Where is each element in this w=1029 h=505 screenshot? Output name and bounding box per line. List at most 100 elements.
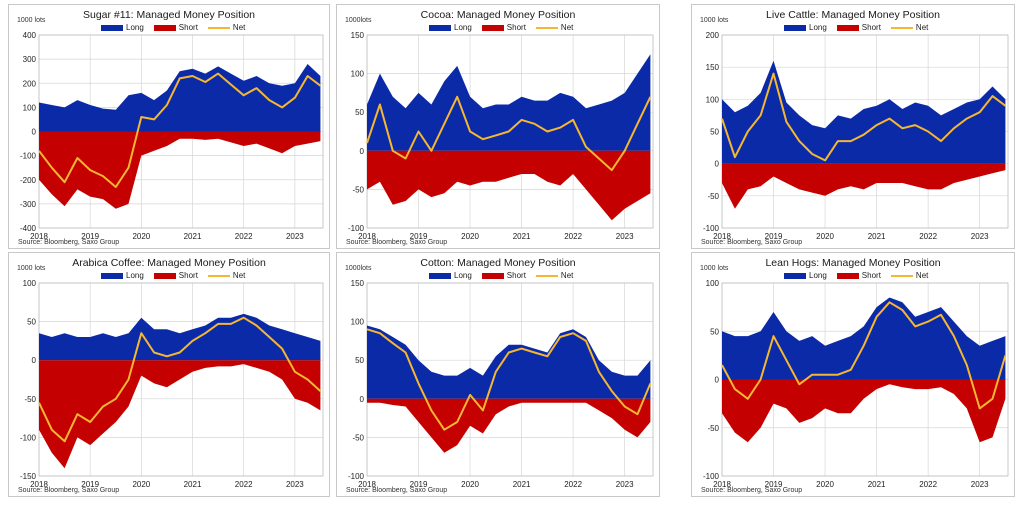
y-tick-label: -400 [20, 224, 37, 233]
y-tick-label: 150 [706, 63, 720, 72]
x-tick-label: 2019 [410, 232, 428, 241]
chart-panel-arabica-coffee: 100 50 0 -50 -100 -150 2018 2019 2020 2021 2022 202… [8, 252, 330, 497]
legend-short-swatch [153, 272, 176, 279]
chart-panel-lean-hogs: 100 50 0 -50 -100 2018 2019 2020 2021 2022 2023 Le… [691, 252, 1015, 497]
y-tick-label: -50 [707, 192, 719, 201]
legend-net-swatch [890, 274, 913, 277]
legend-short-swatch [836, 272, 859, 279]
legend-long-swatch [101, 24, 123, 31]
x-tick-label: 2021 [868, 232, 886, 241]
short-area [722, 163, 1006, 209]
source-note: Source: Bloomberg, Saxo Group [346, 239, 448, 246]
legend: Long Short Net [101, 271, 245, 280]
short-area [39, 131, 321, 209]
y-tick-label: -50 [352, 185, 364, 194]
x-tick-label: 2023 [971, 480, 989, 489]
legend-net-swatch [535, 274, 558, 277]
short-area [367, 398, 651, 453]
legend-long-label: Long [809, 271, 827, 280]
x-tick-label: 2021 [184, 232, 202, 241]
x-tick-label: 2019 [765, 232, 783, 241]
x-tick-label: 2021 [513, 480, 531, 489]
x-tick-label: 2022 [235, 480, 253, 489]
legend-long-label: Long [809, 23, 827, 32]
legend-net-swatch [535, 26, 558, 29]
unit-label: 1000 lots [17, 17, 46, 24]
y-tick-label: -300 [20, 200, 37, 209]
y-tick-label: 100 [351, 318, 365, 327]
x-tick-label: 2022 [564, 232, 582, 241]
y-tick-label: 0 [32, 356, 37, 365]
chart-title: Live Cattle: Managed Money Position [766, 9, 940, 21]
y-tick-label: -100 [20, 433, 37, 442]
y-tick-label: -50 [707, 424, 719, 433]
chart-title: Arabica Coffee: Managed Money Position [72, 257, 266, 269]
legend-short-label: Short [506, 271, 526, 280]
legend-short-label: Short [861, 23, 881, 32]
x-tick-label: 2023 [286, 480, 304, 489]
long-area [39, 64, 321, 132]
net-line [38, 316, 322, 443]
y-tick-label: 400 [23, 31, 37, 40]
y-tick-label: 0 [360, 147, 365, 156]
legend-short-label: Short [506, 23, 526, 32]
y-tick-label: 150 [351, 279, 365, 288]
net-line [721, 72, 1007, 162]
y-tick-label: 100 [706, 95, 720, 104]
y-tick-label: -100 [703, 224, 720, 233]
y-tick-label: 200 [706, 31, 720, 40]
y-tick-label: 50 [710, 128, 719, 137]
net-line [721, 301, 1007, 410]
x-tick-label: 2021 [513, 232, 531, 241]
legend-long-swatch [429, 24, 451, 31]
source-note: Source: Bloomberg, Saxo Group [701, 239, 803, 246]
x-tick-label: 2020 [816, 232, 834, 241]
legend-net-swatch [207, 26, 230, 29]
source-note: Source: Bloomberg, Saxo Group [701, 487, 803, 494]
unit-label: 1000 lots [700, 265, 729, 272]
legend-long-swatch [784, 272, 806, 279]
y-tick-label: -100 [703, 472, 720, 481]
x-tick-label: 2018 [358, 232, 376, 241]
legend-short-label: Short [178, 271, 198, 280]
y-tick-label: -200 [20, 176, 37, 185]
y-tick-label: 300 [23, 55, 37, 64]
source-note: Source: Bloomberg, Saxo Group [18, 239, 120, 246]
legend-net-swatch [890, 26, 913, 29]
unit-label: 1000 lots [700, 17, 729, 24]
y-tick-label: -150 [20, 472, 37, 481]
net-line [366, 328, 652, 431]
chart-panel-cocoa: 150 100 50 0 -50 -100 2018 2019 2020 2021 2022 2023… [336, 4, 660, 249]
legend-net-label: Net [560, 23, 574, 32]
short-area [722, 379, 1006, 443]
y-tick-label: 0 [715, 160, 720, 169]
legend-long-swatch [101, 272, 123, 279]
chart-panel-cotton: 150 100 50 0 -50 -100 2018 2019 2020 2021 2022 2023… [336, 252, 660, 497]
x-tick-label: 2018 [713, 232, 731, 241]
legend: Long Short Net [429, 23, 573, 32]
y-tick-label: 50 [710, 327, 719, 336]
y-tick-label: 0 [715, 376, 720, 385]
chart-title: Sugar #11: Managed Money Position [83, 9, 255, 21]
x-tick-label: 2022 [919, 480, 937, 489]
y-tick-label: -100 [348, 224, 365, 233]
source-note: Source: Bloomberg, Saxo Group [346, 487, 448, 494]
y-tick-label: -100 [348, 472, 365, 481]
legend-net-label: Net [915, 271, 929, 280]
long-area [367, 54, 651, 151]
chart-panel-live-cattle: 200 150 100 50 0 -50 -100 2018 2019 2020 2021 2022 2… [691, 4, 1015, 249]
chart-title: Lean Hogs: Managed Money Position [765, 257, 941, 269]
x-tick-label: 2019 [765, 480, 783, 489]
short-area [39, 360, 321, 469]
x-tick-label: 2021 [868, 480, 886, 489]
x-tick-label: 2021 [184, 480, 202, 489]
legend-long-label: Long [454, 23, 472, 32]
chart-panel-sugar: 400 300 200 100 0 -100 -200 -300 -400 2018 2019 202… [8, 4, 330, 249]
unit-label: 1000 lots [17, 265, 46, 272]
legend-net-label: Net [232, 23, 246, 32]
legend-short-label: Short [861, 271, 881, 280]
